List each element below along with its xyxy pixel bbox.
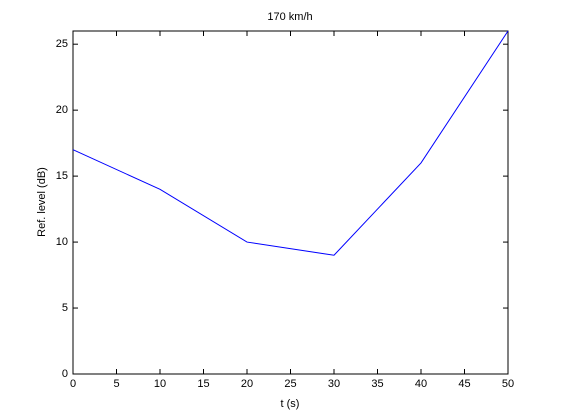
x-tick-label: 40: [415, 378, 427, 390]
x-tick-label: 15: [197, 378, 209, 390]
y-tick-label: 15: [56, 170, 68, 182]
y-tick-label: 0: [62, 368, 68, 380]
chart-title: 170 km/h: [267, 11, 312, 23]
data-line: [72, 30, 509, 256]
x-tick-label: 45: [458, 378, 470, 390]
x-tick-label: 25: [284, 378, 296, 390]
x-tick-label: 50: [502, 378, 514, 390]
y-tick-label: 20: [56, 104, 68, 116]
x-axis-label: t (s): [281, 398, 300, 410]
x-tick-label: 35: [371, 378, 383, 390]
x-tick-label: 5: [113, 378, 119, 390]
x-tick-label: 10: [154, 378, 166, 390]
y-tick-label: 25: [56, 38, 68, 50]
y-tick-label: 10: [56, 236, 68, 248]
y-tick-label: 5: [62, 302, 68, 314]
x-tick-label: 20: [241, 378, 253, 390]
x-tick-label: 30: [328, 378, 340, 390]
plot-area: [72, 30, 509, 375]
x-tick-label: 0: [70, 378, 76, 390]
y-axis-label: Ref. level (dB): [36, 167, 48, 237]
